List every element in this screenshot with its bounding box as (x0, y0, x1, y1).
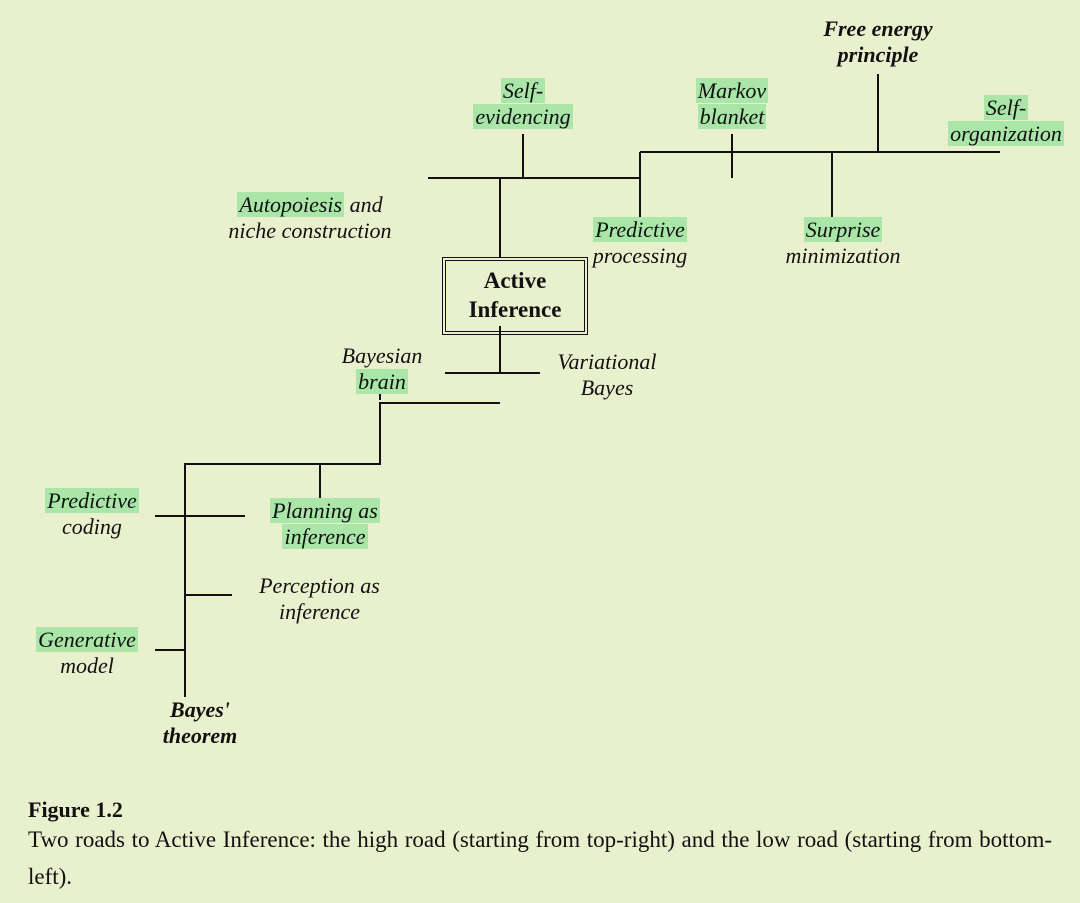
node-markov-blanket: Markovblanket (672, 78, 792, 131)
connector-lines (0, 0, 1080, 903)
node-perception-as-inference: Perception asinference (232, 573, 407, 626)
node-planning-as-inference: Planning asinference (245, 498, 405, 551)
node-variational-bayes: VariationalBayes (532, 349, 682, 402)
figure-canvas: ActiveInferenceFree energyprincipleSelf-… (0, 0, 1080, 903)
node-surprise-minimization: Surpriseminimization (758, 217, 928, 270)
node-autopoiesis: Autopoiesis andniche construction (195, 192, 425, 245)
node-predictive-coding: Predictivecoding (27, 488, 157, 541)
node-self-evidencing: Self-evidencing (448, 78, 598, 131)
figure-caption: Two roads to Active Inference: the high … (28, 822, 1052, 896)
node-generative-model: Generativemodel (17, 627, 157, 680)
node-self-organization: Self-organization (932, 95, 1080, 148)
node-predictive-processing: Predictiveprocessing (565, 217, 715, 270)
node-free-energy-principle: Free energyprinciple (793, 16, 963, 69)
node-bayes-theorem: Bayes'theorem (140, 697, 260, 750)
node-bayesian-brain: Bayesianbrain (322, 343, 442, 396)
